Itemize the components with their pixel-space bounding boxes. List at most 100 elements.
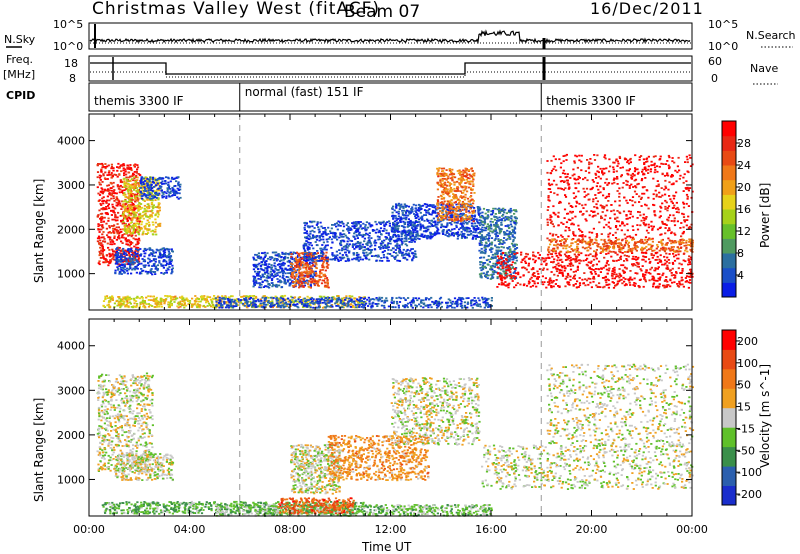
- range-cell: [460, 237, 464, 239]
- range-cell: [166, 295, 169, 297]
- range-cell: [149, 197, 152, 200]
- range-cell: [364, 224, 367, 226]
- range-cell: [129, 265, 132, 268]
- range-cell: [341, 221, 344, 224]
- range-cell: [476, 236, 479, 238]
- range-cell: [308, 251, 311, 254]
- range-cell: [128, 205, 131, 207]
- range-cell: [140, 195, 143, 197]
- range-cell: [456, 233, 459, 235]
- range-cell: [447, 305, 450, 308]
- range-cell: [388, 220, 391, 223]
- range-cell: [131, 232, 134, 235]
- range-cell: [136, 205, 139, 207]
- range-cell: [442, 213, 445, 216]
- range-cell: [409, 232, 412, 235]
- range-cell: [324, 256, 327, 259]
- range-cell: [421, 233, 424, 236]
- range-cell: [380, 304, 383, 307]
- range-cell: [295, 273, 298, 276]
- range-cell: [319, 221, 322, 224]
- range-cell: [104, 259, 107, 261]
- range-cell: [311, 300, 314, 303]
- range-cell: [165, 195, 168, 198]
- range-cell: [126, 272, 129, 275]
- range-cell: [397, 306, 400, 309]
- range-cell: [125, 240, 128, 243]
- range-cell: [131, 234, 134, 237]
- range-cell: [426, 226, 429, 228]
- range-cell: [404, 214, 407, 217]
- range-cell: [114, 216, 117, 219]
- range-cell: [153, 186, 156, 188]
- range-cell: [266, 280, 269, 283]
- range-cell: [128, 250, 131, 253]
- range-cell: [355, 229, 358, 232]
- range-cell: [297, 264, 300, 267]
- range-cell: [403, 229, 406, 232]
- range-cell: [330, 300, 333, 303]
- range-cell: [147, 299, 150, 301]
- range-cell: [184, 304, 188, 307]
- range-cell: [306, 232, 309, 235]
- range-cell: [146, 219, 149, 222]
- range-cell: [149, 295, 152, 298]
- range-cell: [462, 222, 465, 225]
- range-cell: [470, 301, 473, 304]
- range-cell: [368, 300, 371, 303]
- range-cell: [316, 252, 319, 254]
- range-cell: [338, 236, 341, 239]
- range-cell: [100, 169, 103, 172]
- range-cell: [445, 232, 448, 234]
- range-cell: [150, 187, 154, 189]
- range-cell: [401, 238, 404, 240]
- range-cell: [302, 256, 305, 258]
- range-cell: [254, 306, 257, 308]
- range-cell: [116, 223, 119, 225]
- range-cell: [125, 173, 128, 176]
- range-cell: [409, 301, 412, 304]
- range-cell: [437, 228, 440, 231]
- range-cell: [255, 300, 258, 302]
- range-cell: [133, 245, 136, 248]
- range-cell: [355, 254, 358, 256]
- range-cell: [380, 300, 383, 303]
- range-cell: [408, 234, 411, 237]
- range-cell: [113, 232, 116, 235]
- range-cell: [167, 303, 170, 306]
- range-cell: [296, 303, 299, 305]
- range-cell: [461, 233, 464, 235]
- range-cell: [308, 243, 311, 246]
- range-cell: [412, 255, 415, 257]
- range-cell: [321, 301, 324, 304]
- range-cell: [112, 206, 115, 209]
- range-cell: [415, 305, 418, 308]
- range-cell: [382, 241, 385, 244]
- range-cell: [370, 249, 374, 251]
- range-cell: [123, 211, 126, 214]
- range-cell: [327, 238, 330, 240]
- range-cell: [127, 306, 130, 309]
- range-cell: [235, 305, 238, 307]
- range-cell: [134, 217, 137, 219]
- range-cell: [123, 266, 126, 268]
- range-cell: [400, 235, 403, 238]
- range-cell: [148, 228, 151, 231]
- range-cell: [332, 235, 335, 238]
- range-cell: [163, 300, 166, 302]
- range-cell: [438, 215, 441, 217]
- range-cell: [142, 264, 145, 267]
- range-cell: [372, 301, 375, 304]
- range-cell: [179, 196, 182, 199]
- range-cell: [454, 201, 457, 203]
- range-cell: [292, 271, 295, 274]
- range-cell: [168, 306, 171, 309]
- range-cell: [382, 220, 385, 223]
- range-cell: [162, 298, 165, 301]
- range-cell: [397, 235, 400, 237]
- range-cell: [171, 250, 174, 252]
- range-cell: [218, 301, 221, 304]
- range-cell: [310, 265, 313, 268]
- range-cell: [141, 189, 144, 192]
- nsky-count-line: [89, 29, 691, 45]
